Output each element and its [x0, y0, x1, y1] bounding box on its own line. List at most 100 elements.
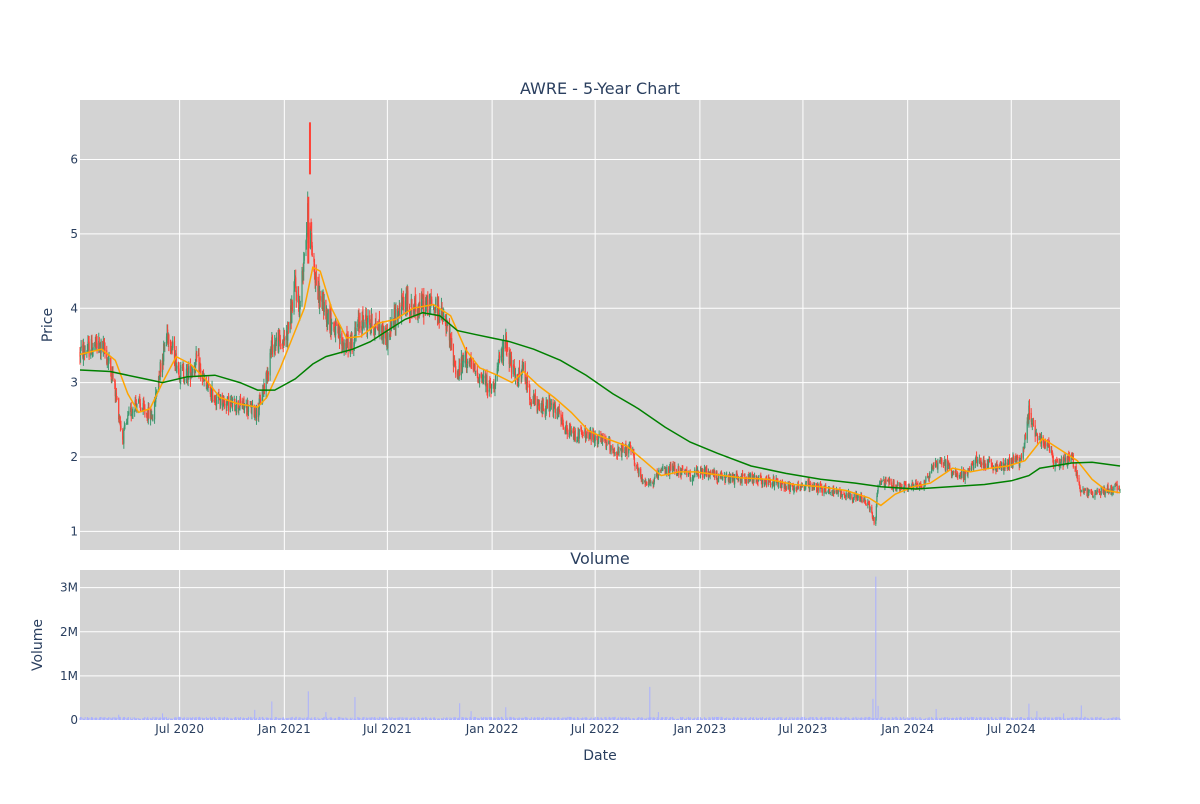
- candle-body: [535, 395, 536, 400]
- candlestick: [826, 492, 827, 495]
- candlestick: [587, 430, 588, 439]
- candlestick: [806, 481, 807, 485]
- candlestick: [268, 371, 269, 381]
- volume-bar: [352, 718, 353, 720]
- volume-bar: [850, 719, 851, 720]
- candlestick: [264, 383, 265, 394]
- candle-body: [738, 478, 739, 479]
- volume-bar: [459, 703, 460, 720]
- candlestick: [403, 297, 404, 314]
- candlestick: [559, 404, 560, 415]
- candle-body: [1011, 458, 1012, 462]
- volume-bar: [336, 719, 337, 720]
- candle-body: [790, 484, 791, 489]
- volume-bar: [619, 719, 620, 720]
- candlestick: [750, 472, 751, 481]
- candle-body: [762, 480, 763, 485]
- candle-body: [140, 408, 141, 412]
- candle-body: [754, 476, 755, 477]
- volume-bar: [547, 718, 548, 720]
- volume-bar: [595, 717, 596, 720]
- candle-body: [575, 430, 576, 441]
- volume-bar: [415, 718, 416, 720]
- volume-bar: [846, 717, 847, 720]
- volume-bar: [240, 717, 241, 720]
- volume-bar: [395, 718, 396, 720]
- candlestick: [348, 331, 349, 357]
- candlestick: [929, 471, 930, 478]
- candle-body: [547, 400, 548, 408]
- candle-body: [280, 340, 281, 343]
- candlestick: [103, 336, 104, 357]
- candlestick: [1025, 433, 1026, 440]
- volume-bar: [774, 717, 775, 720]
- volume-bar: [423, 718, 424, 720]
- candle-body: [850, 493, 851, 499]
- volume-bar: [148, 719, 149, 720]
- volume-bar: [826, 718, 827, 720]
- volume-bar: [603, 719, 604, 720]
- volume-bar: [316, 719, 317, 720]
- volume-y-tick-label: 2M: [60, 625, 78, 639]
- candle-body: [87, 342, 88, 351]
- candle-body: [252, 404, 253, 405]
- volume-bar: [419, 719, 420, 720]
- volume-bar: [854, 718, 855, 720]
- candle-body: [806, 481, 807, 482]
- candle-body: [1037, 435, 1038, 442]
- candlestick: [160, 360, 161, 377]
- candlestick: [730, 474, 731, 484]
- candlestick: [642, 479, 643, 484]
- volume-bar: [818, 719, 819, 720]
- candle-body: [1117, 484, 1118, 490]
- candlestick: [607, 440, 608, 446]
- volume-bar: [866, 717, 867, 720]
- candlestick: [539, 400, 540, 412]
- candle-body: [312, 246, 313, 257]
- volume-bar: [567, 717, 568, 720]
- candlestick: [1057, 459, 1058, 463]
- candle-body: [1049, 445, 1050, 451]
- candlestick: [618, 447, 619, 457]
- volume-bar: [172, 719, 173, 720]
- candle-body: [293, 291, 294, 312]
- volume-bar: [483, 717, 484, 720]
- volume-bar: [523, 718, 524, 720]
- candle-body: [957, 475, 958, 476]
- candle-body: [893, 480, 894, 487]
- candlestick: [120, 421, 121, 430]
- volume-bar: [527, 718, 528, 720]
- candlestick: [935, 458, 936, 468]
- volume-bar: [571, 717, 572, 720]
- volume-bar: [156, 717, 157, 720]
- volume-bar: [364, 717, 365, 720]
- volume-bar: [507, 719, 508, 720]
- candle-body: [862, 500, 863, 502]
- volume-bar: [212, 717, 213, 720]
- volume-bar: [312, 719, 313, 720]
- candlestick: [371, 314, 372, 328]
- volume-bar: [814, 719, 815, 720]
- volume-bar: [790, 719, 791, 720]
- candlestick: [754, 473, 755, 478]
- volume-bar: [411, 717, 412, 720]
- candlestick: [766, 475, 767, 487]
- candlestick: [634, 463, 635, 471]
- volume-bar: [244, 718, 245, 720]
- volume-bar: [168, 718, 169, 720]
- candle-body: [579, 430, 580, 439]
- volume-bar: [447, 718, 448, 720]
- volume-bar: [742, 718, 743, 720]
- candle-body: [742, 474, 743, 477]
- candlestick: [901, 484, 902, 490]
- volume-bar: [304, 718, 305, 720]
- candle-body: [706, 468, 707, 476]
- candlestick: [351, 332, 352, 354]
- candle-body: [507, 347, 508, 350]
- volume-bar: [105, 717, 106, 720]
- candle-body: [634, 466, 635, 467]
- candlestick: [973, 460, 974, 472]
- candle-body: [786, 488, 787, 489]
- volume-bar: [348, 719, 349, 720]
